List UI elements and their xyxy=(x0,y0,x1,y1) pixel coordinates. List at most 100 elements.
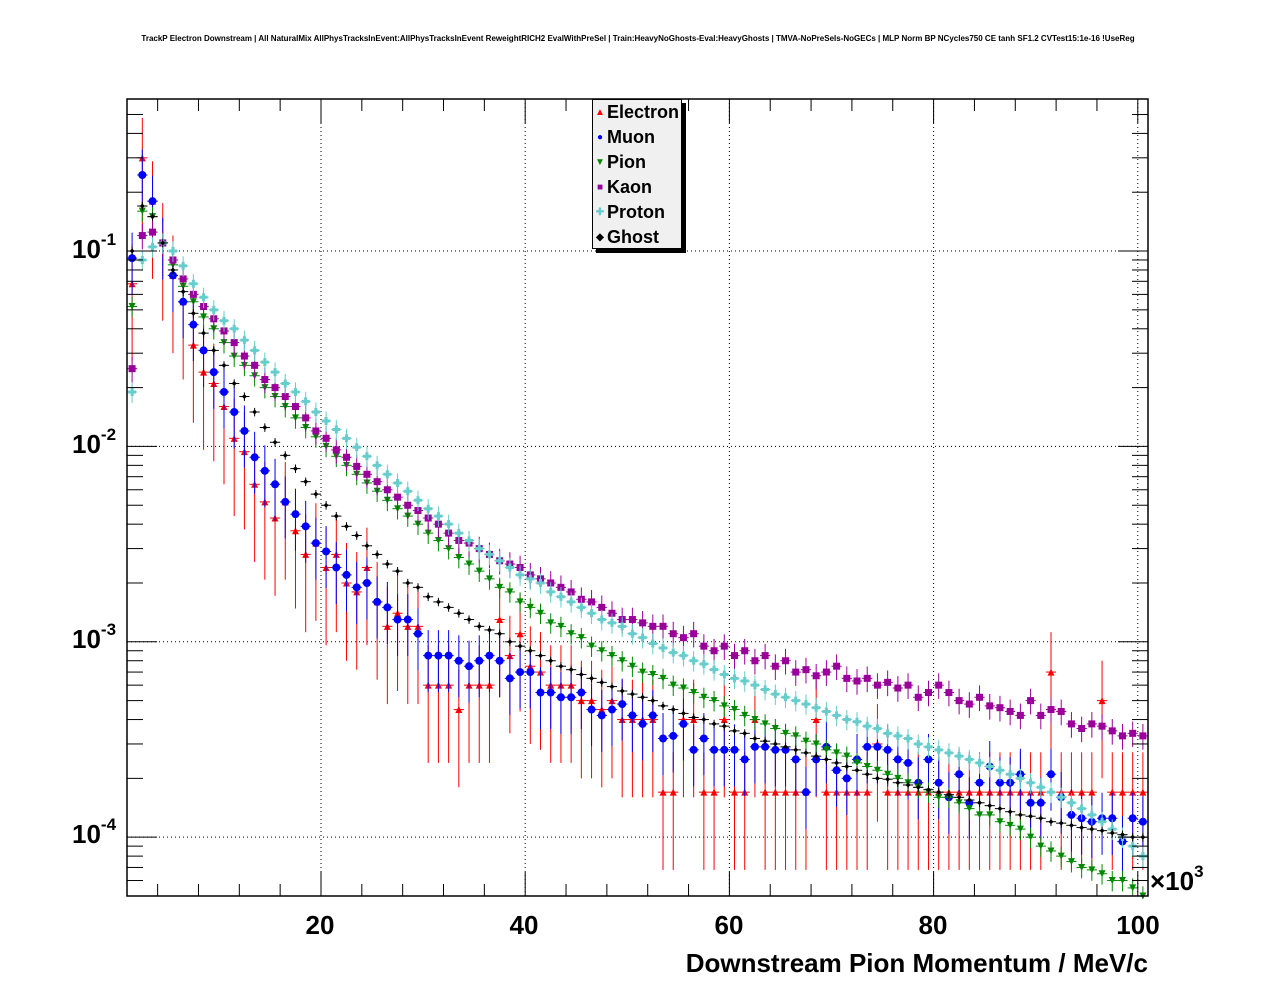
data-point xyxy=(1137,846,1148,867)
data-point xyxy=(1127,878,1138,896)
marker-triangle-up xyxy=(1098,697,1106,705)
data-point xyxy=(637,628,648,649)
marker-circle xyxy=(689,745,698,754)
marker-triangle-down xyxy=(485,575,493,583)
data-point xyxy=(749,709,761,731)
marker-circle xyxy=(424,651,433,660)
marker-cross xyxy=(740,677,749,686)
data-point xyxy=(668,675,679,696)
marker-diamond xyxy=(813,753,819,759)
marker-square xyxy=(1037,711,1045,719)
marker-triangle-up xyxy=(771,788,779,796)
marker-diamond xyxy=(395,568,401,574)
data-point xyxy=(178,256,189,277)
marker-circle xyxy=(546,688,555,697)
x-axis-multiplier: ×103 xyxy=(1150,862,1204,896)
marker-cross xyxy=(669,648,678,657)
marker-square xyxy=(1078,724,1086,732)
data-point xyxy=(300,477,311,487)
marker-triangle-up xyxy=(1118,788,1126,796)
marker-triangle-up xyxy=(1078,788,1086,796)
data-point xyxy=(627,689,638,752)
marker-diamond xyxy=(507,639,513,645)
data-point xyxy=(239,405,250,468)
data-point xyxy=(821,660,832,686)
marker-circle xyxy=(526,668,535,677)
marker-triangle-down xyxy=(812,740,820,748)
marker-circle xyxy=(904,758,913,767)
marker-square xyxy=(761,652,769,660)
marker-square xyxy=(628,616,636,624)
data-point xyxy=(698,654,709,675)
data-point xyxy=(504,557,515,579)
data-point xyxy=(1086,824,1097,834)
series-ghost xyxy=(127,201,1148,842)
data-point xyxy=(729,668,740,690)
marker-triangle-down xyxy=(1118,877,1126,885)
data-point xyxy=(1066,793,1077,814)
data-point xyxy=(167,265,179,275)
marker-cross xyxy=(505,563,514,572)
marker-diamond xyxy=(1028,813,1034,819)
marker-cross xyxy=(291,387,300,396)
marker-cross xyxy=(781,693,790,702)
marker-cross xyxy=(904,734,913,743)
marker-diamond xyxy=(538,653,544,659)
marker-triangle-down xyxy=(537,609,545,617)
data-point xyxy=(208,346,219,355)
data-point xyxy=(412,608,424,671)
marker-cross xyxy=(597,615,606,624)
marker-diamond xyxy=(721,723,727,729)
data-point xyxy=(1056,846,1067,867)
data-point xyxy=(678,709,689,718)
data-point xyxy=(392,566,403,576)
data-point xyxy=(729,726,740,736)
data-point xyxy=(576,628,587,649)
data-point xyxy=(954,746,965,767)
data-point xyxy=(545,667,556,730)
data-point xyxy=(372,455,383,477)
marker-diamond xyxy=(374,551,380,557)
marker-cross xyxy=(924,742,933,751)
data-point xyxy=(719,634,730,660)
marker-triangle-down xyxy=(822,746,830,754)
marker-circle xyxy=(1036,798,1045,807)
data-point xyxy=(1076,823,1087,832)
data-point xyxy=(474,538,485,560)
marker-triangle-down xyxy=(771,724,779,732)
data-point xyxy=(586,684,597,747)
marker-triangle-down xyxy=(649,671,657,679)
marker-square xyxy=(720,642,728,650)
marker-cross xyxy=(812,703,821,712)
marker-circle xyxy=(699,734,708,743)
data-point xyxy=(157,238,168,248)
marker-diamond xyxy=(272,439,278,445)
marker-cross xyxy=(618,622,627,631)
data-point xyxy=(851,669,863,695)
data-point xyxy=(1086,712,1097,738)
marker-diamond xyxy=(772,741,778,747)
x-tick-label: 40 xyxy=(509,910,539,940)
data-point xyxy=(954,793,965,802)
data-point xyxy=(525,597,536,619)
marker-square xyxy=(271,384,279,392)
marker-diamond xyxy=(139,203,145,209)
data-point xyxy=(790,745,801,755)
y-tick-label: 10-4 xyxy=(72,815,117,849)
marker-triangle-up xyxy=(1139,788,1147,796)
data-point xyxy=(841,762,852,771)
marker-cross xyxy=(1077,804,1086,813)
marker-cross xyxy=(689,656,698,665)
marker-diamond xyxy=(946,792,952,798)
marker-triangle-down xyxy=(588,642,596,650)
data-point xyxy=(127,296,138,318)
marker-square xyxy=(822,668,830,676)
data-point xyxy=(800,694,812,715)
marker-cross xyxy=(832,711,841,720)
data-point xyxy=(668,643,679,664)
marker-cross xyxy=(883,729,892,738)
legend-item-muon: ● Muon xyxy=(595,125,655,150)
data-point xyxy=(504,637,515,647)
data-point xyxy=(372,550,383,559)
data-point xyxy=(943,743,955,764)
